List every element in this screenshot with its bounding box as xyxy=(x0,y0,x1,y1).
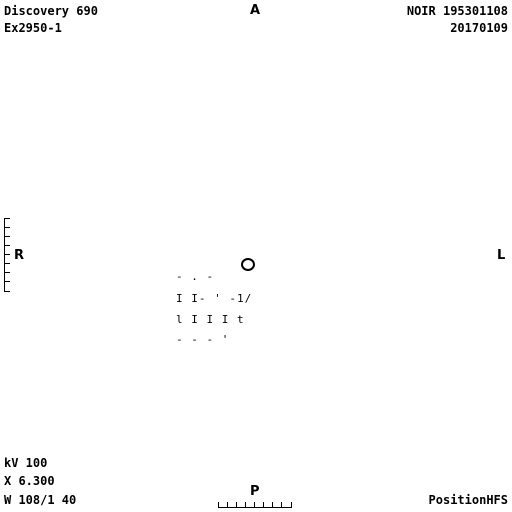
orientation-left: L xyxy=(497,248,506,263)
orientation-posterior: P xyxy=(250,484,260,499)
image-fragment: - . - xyxy=(176,270,215,283)
image-fragment: I I- ' -1/ xyxy=(176,292,253,305)
patient-position: PositionHFS xyxy=(428,493,508,507)
bright-structure xyxy=(241,258,255,271)
study-date: 20170109 xyxy=(450,21,508,35)
orientation-anterior: A xyxy=(250,3,261,18)
kv-value: kV 100 xyxy=(4,456,48,470)
window-level: W 108/1 40 xyxy=(4,493,77,507)
scale-factor: X 6.300 xyxy=(4,474,55,488)
image-fragment: - - - ' xyxy=(176,333,230,346)
device-name: Discovery 690 xyxy=(4,4,98,18)
vertical-scale-ruler xyxy=(4,218,11,292)
image-fragment: l I I I t xyxy=(176,313,245,326)
orientation-right: R xyxy=(14,248,25,263)
exam-id: Ex2950-1 xyxy=(4,21,62,35)
patient-id: NOIR 195301108 xyxy=(406,4,508,18)
horizontal-scale-ruler xyxy=(218,501,292,508)
